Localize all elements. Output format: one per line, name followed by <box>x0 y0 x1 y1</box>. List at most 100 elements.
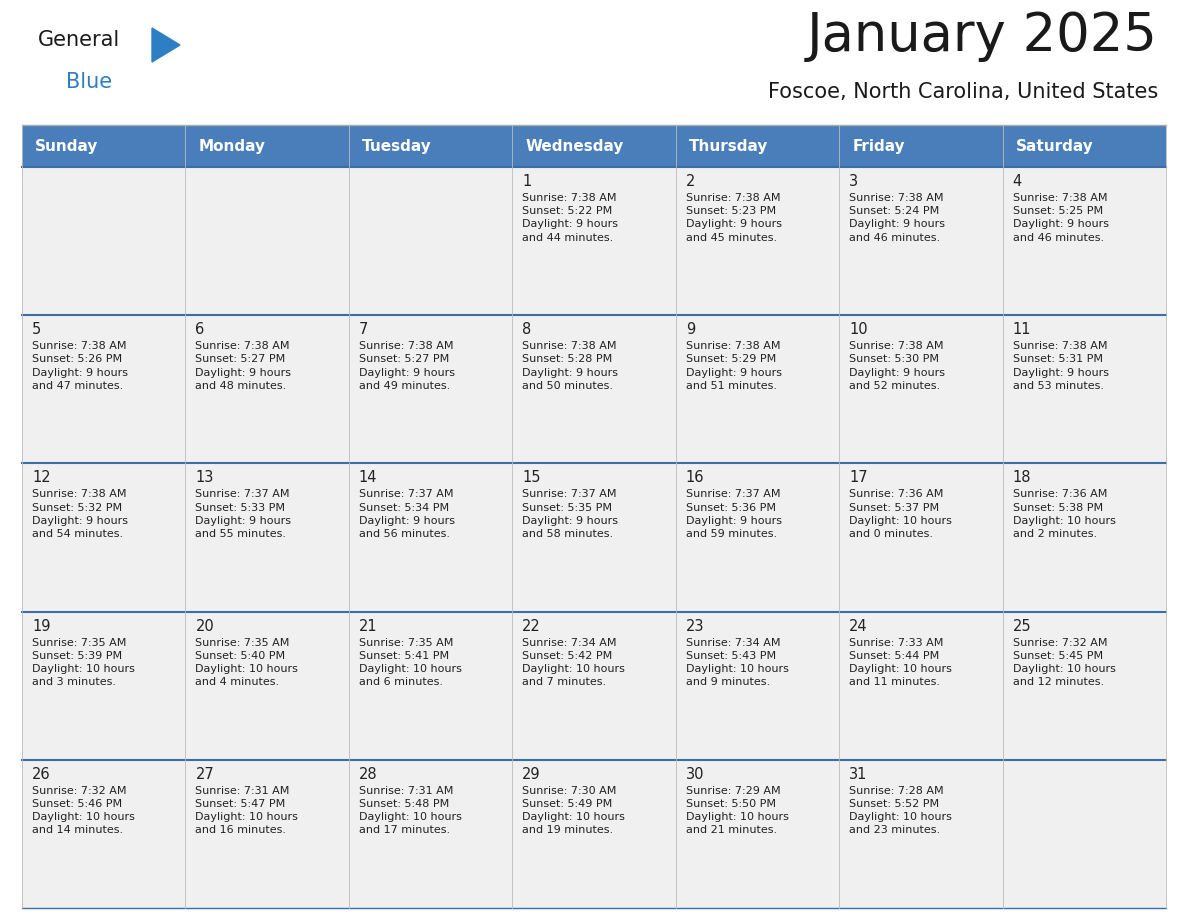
Text: Sunrise: 7:34 AM
Sunset: 5:42 PM
Daylight: 10 hours
and 7 minutes.: Sunrise: 7:34 AM Sunset: 5:42 PM Dayligh… <box>523 638 625 688</box>
Text: 9: 9 <box>685 322 695 337</box>
Text: Sunrise: 7:33 AM
Sunset: 5:44 PM
Daylight: 10 hours
and 11 minutes.: Sunrise: 7:33 AM Sunset: 5:44 PM Dayligh… <box>849 638 952 688</box>
Bar <box>185 760 349 908</box>
Bar <box>185 315 349 464</box>
Text: 3: 3 <box>849 174 858 189</box>
Bar <box>512 315 676 464</box>
Text: Sunrise: 7:37 AM
Sunset: 5:33 PM
Daylight: 9 hours
and 55 minutes.: Sunrise: 7:37 AM Sunset: 5:33 PM Dayligh… <box>196 489 291 539</box>
Text: Sunrise: 7:38 AM
Sunset: 5:24 PM
Daylight: 9 hours
and 46 minutes.: Sunrise: 7:38 AM Sunset: 5:24 PM Dayligh… <box>849 193 946 242</box>
Text: 11: 11 <box>1012 322 1031 337</box>
Text: 4: 4 <box>1012 174 1022 189</box>
Bar <box>1003 611 1165 760</box>
Text: 27: 27 <box>196 767 214 782</box>
Text: 21: 21 <box>359 619 378 633</box>
Text: 17: 17 <box>849 470 867 486</box>
Bar <box>676 464 839 611</box>
Text: 28: 28 <box>359 767 378 782</box>
Text: Wednesday: Wednesday <box>525 139 624 153</box>
Bar <box>23 464 185 611</box>
Text: 24: 24 <box>849 619 867 633</box>
Text: 14: 14 <box>359 470 378 486</box>
Text: January 2025: January 2025 <box>807 10 1158 62</box>
Text: Blue: Blue <box>67 72 112 92</box>
Bar <box>512 464 676 611</box>
Text: 19: 19 <box>32 619 51 633</box>
Bar <box>349 760 512 908</box>
Text: 1: 1 <box>523 174 531 189</box>
Text: 15: 15 <box>523 470 541 486</box>
Bar <box>23 125 1165 167</box>
Bar <box>185 611 349 760</box>
Bar <box>23 611 185 760</box>
Text: 29: 29 <box>523 767 541 782</box>
Text: Sunrise: 7:38 AM
Sunset: 5:31 PM
Daylight: 9 hours
and 53 minutes.: Sunrise: 7:38 AM Sunset: 5:31 PM Dayligh… <box>1012 341 1108 391</box>
Text: Sunrise: 7:38 AM
Sunset: 5:26 PM
Daylight: 9 hours
and 47 minutes.: Sunrise: 7:38 AM Sunset: 5:26 PM Dayligh… <box>32 341 128 391</box>
Bar <box>839 760 1003 908</box>
Text: Sunrise: 7:38 AM
Sunset: 5:32 PM
Daylight: 9 hours
and 54 minutes.: Sunrise: 7:38 AM Sunset: 5:32 PM Dayligh… <box>32 489 128 539</box>
Text: 16: 16 <box>685 470 704 486</box>
Text: Sunrise: 7:32 AM
Sunset: 5:46 PM
Daylight: 10 hours
and 14 minutes.: Sunrise: 7:32 AM Sunset: 5:46 PM Dayligh… <box>32 786 135 835</box>
Text: Sunrise: 7:28 AM
Sunset: 5:52 PM
Daylight: 10 hours
and 23 minutes.: Sunrise: 7:28 AM Sunset: 5:52 PM Dayligh… <box>849 786 952 835</box>
Bar <box>23 167 185 315</box>
Polygon shape <box>152 28 181 62</box>
Text: Tuesday: Tuesday <box>362 139 431 153</box>
Text: Monday: Monday <box>198 139 265 153</box>
Text: Sunrise: 7:38 AM
Sunset: 5:27 PM
Daylight: 9 hours
and 49 minutes.: Sunrise: 7:38 AM Sunset: 5:27 PM Dayligh… <box>359 341 455 391</box>
Text: Sunrise: 7:31 AM
Sunset: 5:47 PM
Daylight: 10 hours
and 16 minutes.: Sunrise: 7:31 AM Sunset: 5:47 PM Dayligh… <box>196 786 298 835</box>
Text: Sunrise: 7:34 AM
Sunset: 5:43 PM
Daylight: 10 hours
and 9 minutes.: Sunrise: 7:34 AM Sunset: 5:43 PM Dayligh… <box>685 638 789 688</box>
Text: 13: 13 <box>196 470 214 486</box>
Bar <box>185 167 349 315</box>
Text: 26: 26 <box>32 767 51 782</box>
Text: 2: 2 <box>685 174 695 189</box>
Text: Sunrise: 7:38 AM
Sunset: 5:27 PM
Daylight: 9 hours
and 48 minutes.: Sunrise: 7:38 AM Sunset: 5:27 PM Dayligh… <box>196 341 291 391</box>
Bar <box>1003 315 1165 464</box>
Bar <box>512 611 676 760</box>
Text: 7: 7 <box>359 322 368 337</box>
Bar <box>676 167 839 315</box>
Text: Sunrise: 7:38 AM
Sunset: 5:23 PM
Daylight: 9 hours
and 45 minutes.: Sunrise: 7:38 AM Sunset: 5:23 PM Dayligh… <box>685 193 782 242</box>
Bar <box>839 167 1003 315</box>
Text: General: General <box>38 30 120 50</box>
Bar <box>349 167 512 315</box>
Text: Sunrise: 7:38 AM
Sunset: 5:29 PM
Daylight: 9 hours
and 51 minutes.: Sunrise: 7:38 AM Sunset: 5:29 PM Dayligh… <box>685 341 782 391</box>
Bar <box>512 167 676 315</box>
Text: 20: 20 <box>196 619 214 633</box>
Bar <box>839 464 1003 611</box>
Text: 8: 8 <box>523 322 531 337</box>
Text: Saturday: Saturday <box>1016 139 1093 153</box>
Bar <box>185 464 349 611</box>
Bar <box>349 611 512 760</box>
Text: Sunrise: 7:36 AM
Sunset: 5:38 PM
Daylight: 10 hours
and 2 minutes.: Sunrise: 7:36 AM Sunset: 5:38 PM Dayligh… <box>1012 489 1116 539</box>
Text: Friday: Friday <box>852 139 905 153</box>
Bar <box>23 315 185 464</box>
Bar <box>512 760 676 908</box>
Text: 18: 18 <box>1012 470 1031 486</box>
Bar <box>1003 760 1165 908</box>
Bar <box>349 315 512 464</box>
Text: Sunrise: 7:38 AM
Sunset: 5:25 PM
Daylight: 9 hours
and 46 minutes.: Sunrise: 7:38 AM Sunset: 5:25 PM Dayligh… <box>1012 193 1108 242</box>
Text: Sunrise: 7:35 AM
Sunset: 5:39 PM
Daylight: 10 hours
and 3 minutes.: Sunrise: 7:35 AM Sunset: 5:39 PM Dayligh… <box>32 638 135 688</box>
Bar <box>839 611 1003 760</box>
Text: 10: 10 <box>849 322 867 337</box>
Text: Sunday: Sunday <box>34 139 99 153</box>
Text: Sunrise: 7:35 AM
Sunset: 5:41 PM
Daylight: 10 hours
and 6 minutes.: Sunrise: 7:35 AM Sunset: 5:41 PM Dayligh… <box>359 638 462 688</box>
Text: Sunrise: 7:35 AM
Sunset: 5:40 PM
Daylight: 10 hours
and 4 minutes.: Sunrise: 7:35 AM Sunset: 5:40 PM Dayligh… <box>196 638 298 688</box>
Text: 23: 23 <box>685 619 704 633</box>
Text: Sunrise: 7:31 AM
Sunset: 5:48 PM
Daylight: 10 hours
and 17 minutes.: Sunrise: 7:31 AM Sunset: 5:48 PM Dayligh… <box>359 786 462 835</box>
Text: 12: 12 <box>32 470 51 486</box>
Text: 30: 30 <box>685 767 704 782</box>
Bar <box>676 611 839 760</box>
Text: Sunrise: 7:37 AM
Sunset: 5:36 PM
Daylight: 9 hours
and 59 minutes.: Sunrise: 7:37 AM Sunset: 5:36 PM Dayligh… <box>685 489 782 539</box>
Bar <box>349 464 512 611</box>
Text: 5: 5 <box>32 322 42 337</box>
Text: Sunrise: 7:38 AM
Sunset: 5:22 PM
Daylight: 9 hours
and 44 minutes.: Sunrise: 7:38 AM Sunset: 5:22 PM Dayligh… <box>523 193 618 242</box>
Text: Thursday: Thursday <box>689 139 769 153</box>
Bar <box>1003 464 1165 611</box>
Bar <box>1003 167 1165 315</box>
Bar <box>23 760 185 908</box>
Text: 31: 31 <box>849 767 867 782</box>
Text: Sunrise: 7:30 AM
Sunset: 5:49 PM
Daylight: 10 hours
and 19 minutes.: Sunrise: 7:30 AM Sunset: 5:49 PM Dayligh… <box>523 786 625 835</box>
Text: 22: 22 <box>523 619 541 633</box>
Text: Sunrise: 7:37 AM
Sunset: 5:35 PM
Daylight: 9 hours
and 58 minutes.: Sunrise: 7:37 AM Sunset: 5:35 PM Dayligh… <box>523 489 618 539</box>
Text: Sunrise: 7:37 AM
Sunset: 5:34 PM
Daylight: 9 hours
and 56 minutes.: Sunrise: 7:37 AM Sunset: 5:34 PM Dayligh… <box>359 489 455 539</box>
Bar <box>676 760 839 908</box>
